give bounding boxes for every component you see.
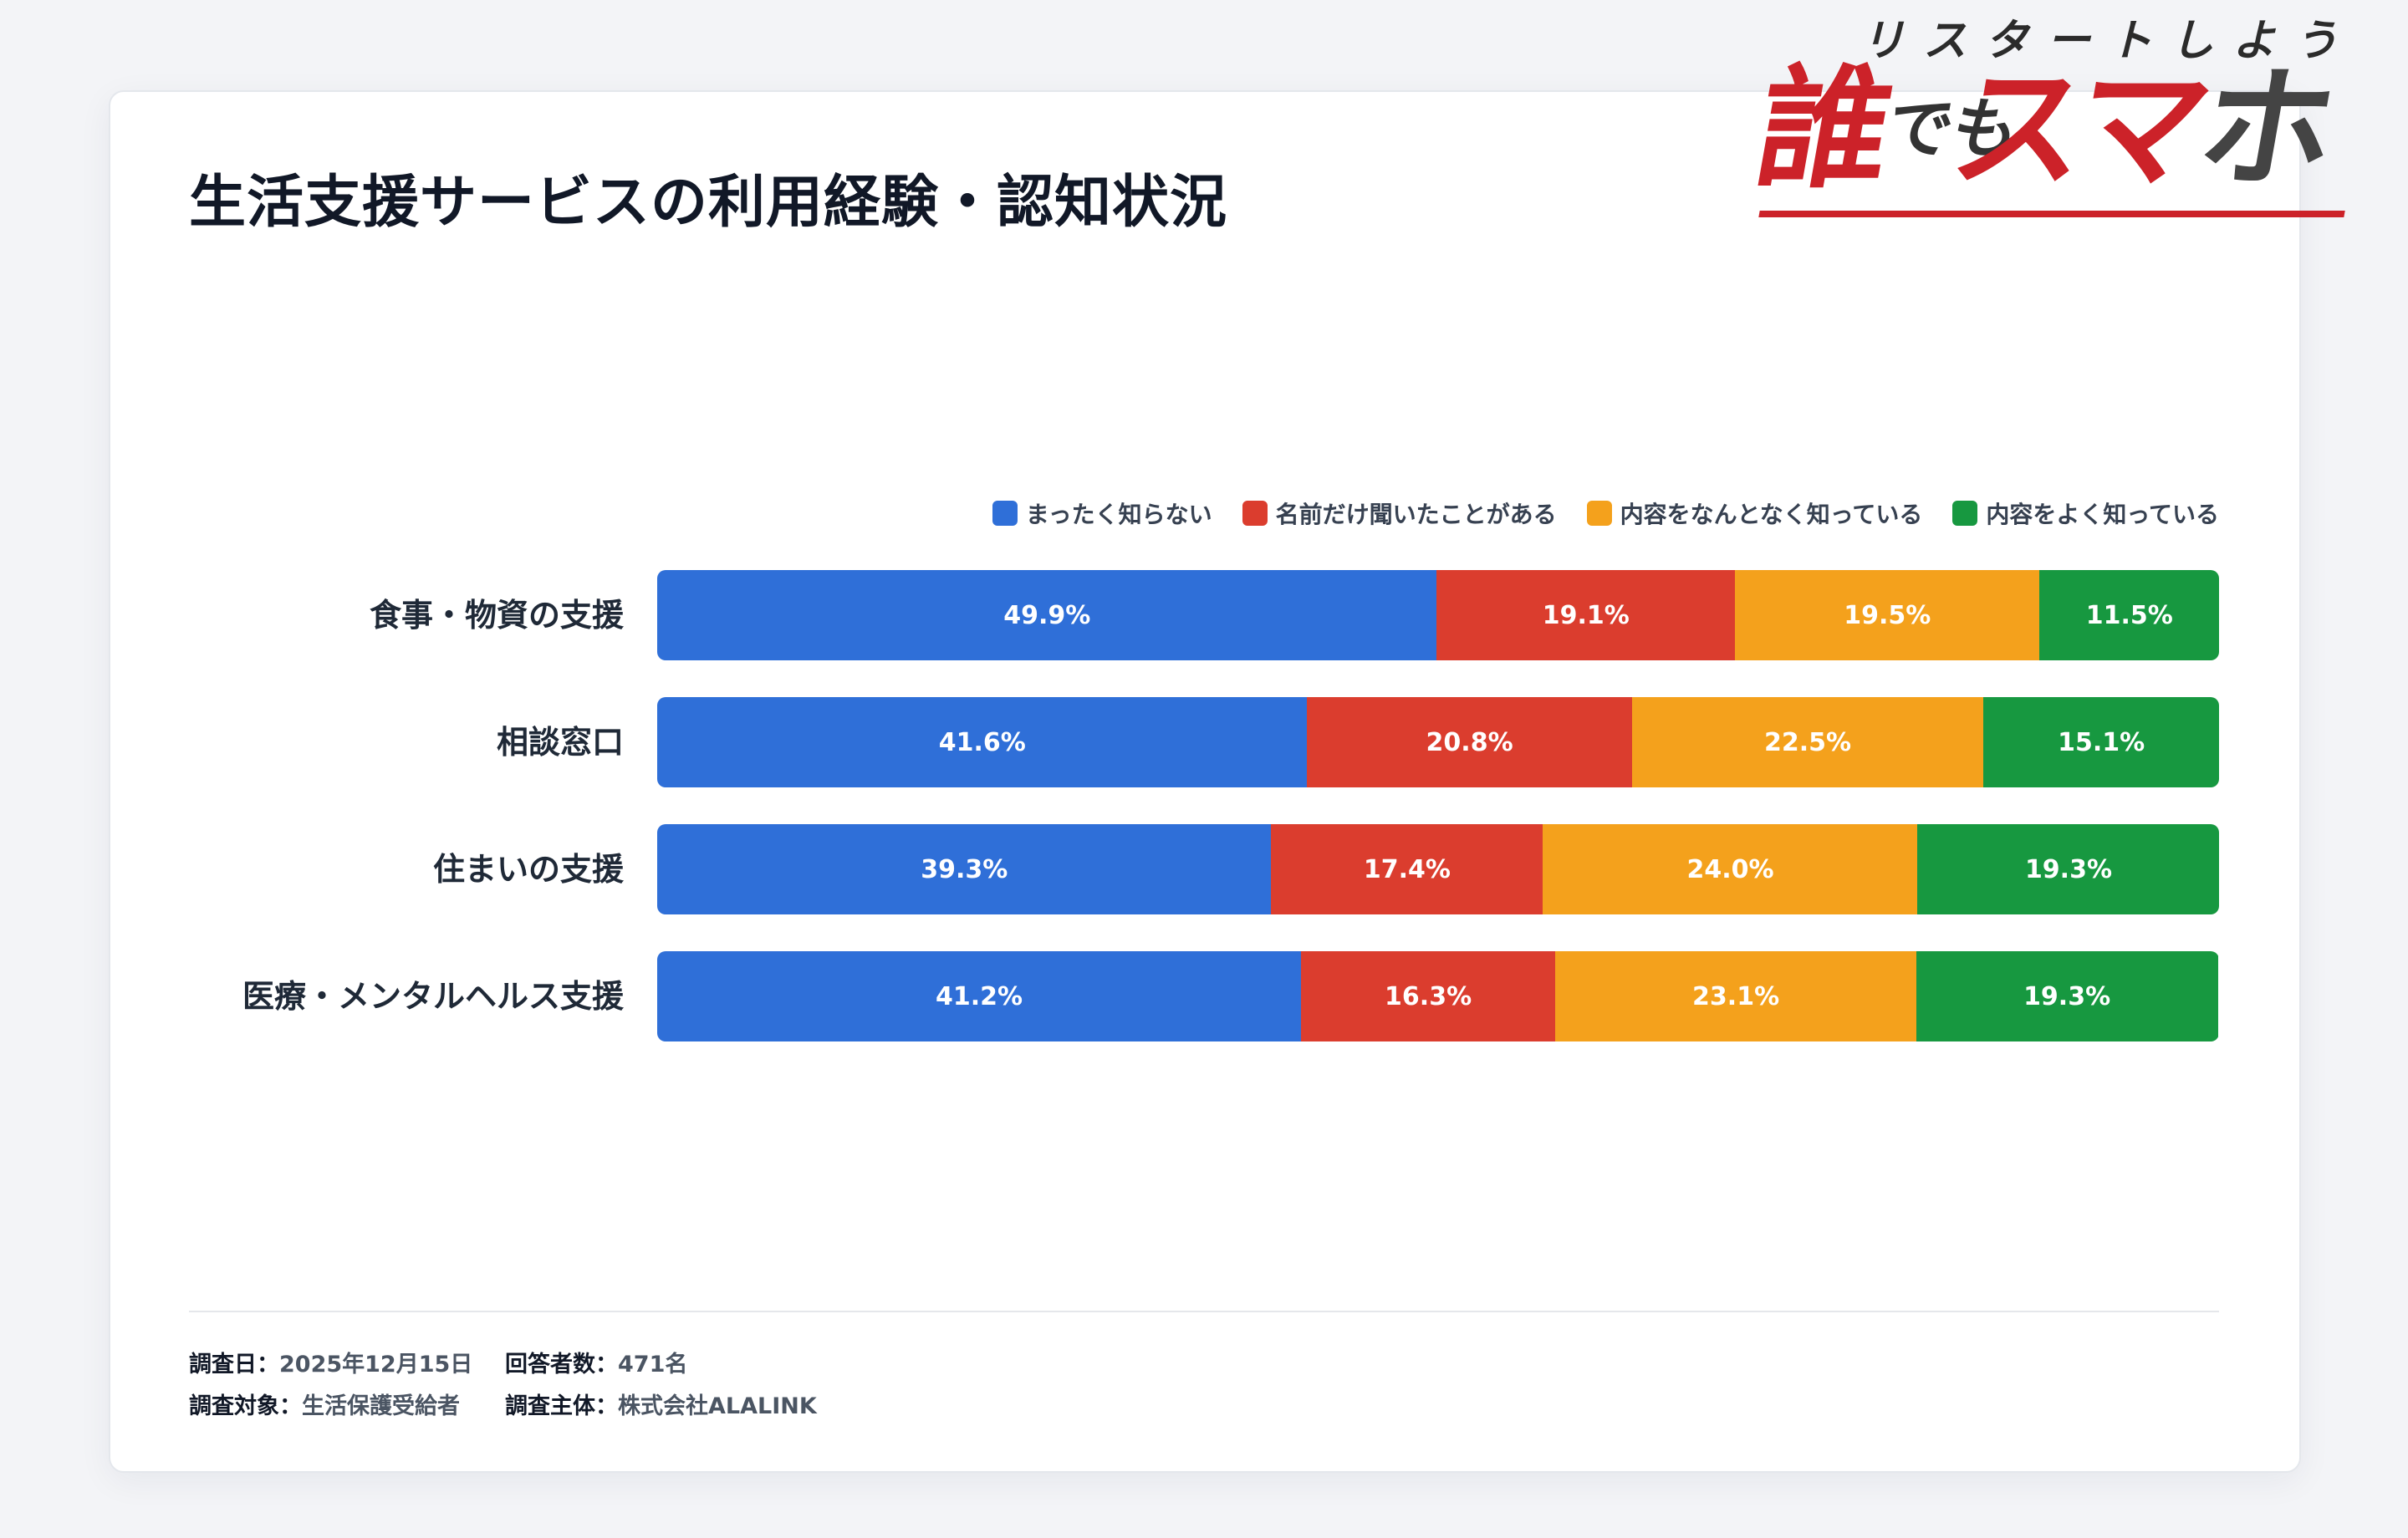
survey-date-value: 2025年12月15日 — [279, 1352, 473, 1378]
bar-segment-1-1: 20.8% — [1307, 697, 1633, 787]
bar-row-1: 41.6% 20.8% 22.5% 15.1% — [657, 697, 2219, 787]
bar-segment-3-3: 19.3% — [1916, 951, 2218, 1041]
respondent-count-label: 回答者数： — [505, 1352, 618, 1378]
bar-segment-1-3: 15.1% — [1982, 697, 2219, 787]
survey-sponsor-value: 株式会社ALALINK — [618, 1393, 817, 1419]
brand-logo: リスタートしよう 誰でもスマホ — [1746, 5, 2368, 224]
bar-segment-2-0: 39.3% — [657, 824, 1272, 914]
logo-text-demo: でも — [1880, 91, 2025, 167]
bar-segment-1-2: 22.5% — [1631, 697, 1984, 787]
category-label-2: 住まいの支援 — [432, 851, 624, 888]
footer-divider — [189, 1311, 2219, 1312]
bar-row-3: 41.2% 16.3% 23.1% 19.3% — [657, 951, 2219, 1041]
category-label-3: 医療・メンタルヘルス支援 — [242, 978, 624, 1015]
data-label-0-3: 11.5% — [2085, 600, 2173, 630]
data-label-3-1: 16.3% — [1385, 981, 1472, 1011]
chart-title: 生活支援サービスの利用経験・認知状況 — [189, 170, 1228, 236]
logo-text-suma: スマ — [1941, 52, 2216, 206]
survey-date-label: 調査日： — [189, 1352, 279, 1378]
legend-swatch-0 — [992, 501, 1018, 526]
category-label-0: 食事・物資の支援 — [369, 597, 624, 634]
legend-item-3: 内容をよく知っている — [1952, 497, 2219, 530]
bar-segment-3-0: 41.2% — [657, 951, 1302, 1041]
chart-legend: まったく知らない 名前だけ聞いたことがある 内容をなんとなく知っている 内容をよく知っ… — [992, 497, 2219, 530]
data-label-2-3: 19.3% — [2024, 854, 2113, 884]
bar-segment-3-2: 23.1% — [1555, 951, 1917, 1041]
bar-segment-2-3: 19.3% — [1917, 824, 2219, 914]
data-label-3-3: 19.3% — [2023, 981, 2111, 1011]
data-label-0-1: 19.1% — [1542, 600, 1630, 630]
survey-sponsor: 調査主体：株式会社ALALINK — [505, 1388, 817, 1420]
bar-segment-3-1: 16.3% — [1300, 951, 1556, 1041]
bar-segment-0-2: 19.5% — [1734, 570, 2040, 660]
logo-underline — [1758, 211, 2345, 217]
data-label-2-1: 17.4% — [1363, 854, 1451, 884]
bar-row-2: 39.3% 17.4% 24.0% 19.3% — [657, 824, 2219, 914]
data-label-1-0: 41.6% — [938, 727, 1026, 757]
data-label-0-0: 49.9% — [1003, 600, 1091, 630]
survey-target-label: 調査対象： — [189, 1393, 302, 1419]
legend-label-3: 内容をよく知っている — [1986, 501, 2219, 528]
survey-sponsor-label: 調査主体： — [505, 1393, 618, 1419]
bar-segment-0-3: 11.5% — [2039, 570, 2219, 660]
respondent-count-value: 471名 — [618, 1352, 688, 1378]
respondent-count: 回答者数：471名 — [505, 1346, 687, 1378]
data-label-3-0: 41.2% — [936, 981, 1023, 1011]
bar-segment-0-0: 49.9% — [657, 570, 1437, 660]
logo-text-ho: ホ — [2187, 52, 2348, 206]
logo-wordmark: 誰でもスマホ — [1745, 52, 2373, 206]
data-label-1-2: 22.5% — [1763, 727, 1852, 757]
logo-tagline: リスタートしよう — [1860, 16, 2356, 66]
legend-item-0: まったく知らない — [992, 497, 1212, 530]
data-label-2-2: 24.0% — [1686, 854, 1774, 884]
data-label-3-2: 23.1% — [1692, 981, 1780, 1011]
survey-date: 調査日：2025年12月15日 — [189, 1346, 472, 1378]
legend-item-2: 内容をなんとなく知っている — [1586, 497, 1923, 530]
legend-swatch-2 — [1586, 501, 1612, 526]
survey-target-value: 生活保護受給者 — [302, 1393, 460, 1419]
bar-segment-1-0: 41.6% — [657, 697, 1308, 787]
legend-swatch-3 — [1952, 501, 1978, 526]
logo-text-dare: 誰 — [1745, 52, 1902, 206]
bar-segment-2-1: 17.4% — [1271, 824, 1543, 914]
data-label-0-2: 19.5% — [1844, 600, 1931, 630]
data-label-1-1: 20.8% — [1426, 727, 1513, 757]
legend-swatch-1 — [1242, 501, 1268, 526]
bar-segment-0-1: 19.1% — [1436, 570, 1736, 660]
bar-row-0: 49.9% 19.1% 19.5% 11.5% — [657, 570, 2219, 660]
data-label-2-0: 39.3% — [921, 854, 1008, 884]
data-label-1-3: 15.1% — [2058, 727, 2145, 757]
legend-item-1: 名前だけ聞いたことがある — [1242, 497, 1557, 530]
bar-segment-2-2: 24.0% — [1543, 824, 1918, 914]
legend-label-0: まったく知らない — [1025, 501, 1212, 528]
survey-target: 調査対象：生活保護受給者 — [189, 1388, 460, 1420]
legend-label-1: 名前だけ聞いたことがある — [1275, 501, 1557, 528]
legend-label-2: 内容をなんとなく知っている — [1620, 501, 1923, 528]
category-label-1: 相談窓口 — [496, 724, 624, 761]
